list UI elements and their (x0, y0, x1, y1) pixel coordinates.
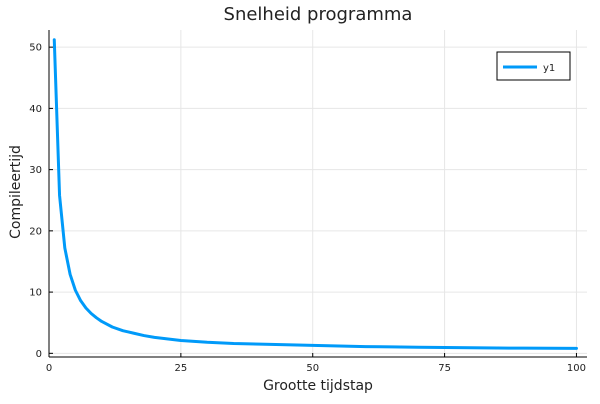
legend: y1 (496, 51, 571, 81)
x-tick-label: 50 (306, 363, 319, 374)
y-tick-label: 0 (36, 349, 42, 360)
y-tick-label: 50 (29, 43, 42, 54)
y-axis-label: Compileertijd (8, 145, 24, 239)
x-tick-label: 100 (567, 363, 586, 374)
tick-labels: 0 25 50 75 100 0 10 20 30 40 50 (29, 43, 586, 374)
chart-title: Snelheid programma (224, 4, 413, 25)
y-tick-label: 20 (29, 226, 42, 237)
y-tick-label: 10 (29, 288, 42, 299)
series-layer (52, 38, 578, 350)
x-tick-label: 75 (438, 363, 451, 374)
grid (48, 30, 587, 357)
x-tick-label: 25 (174, 363, 187, 374)
axes (48, 30, 587, 358)
legend-label: y1 (543, 63, 555, 74)
x-tick-label: 0 (46, 363, 52, 374)
series-line (52, 38, 578, 350)
x-axis-label: Grootte tijdstap (263, 378, 373, 394)
y-tick-label: 40 (29, 104, 42, 115)
y-tick-label: 30 (29, 165, 42, 176)
